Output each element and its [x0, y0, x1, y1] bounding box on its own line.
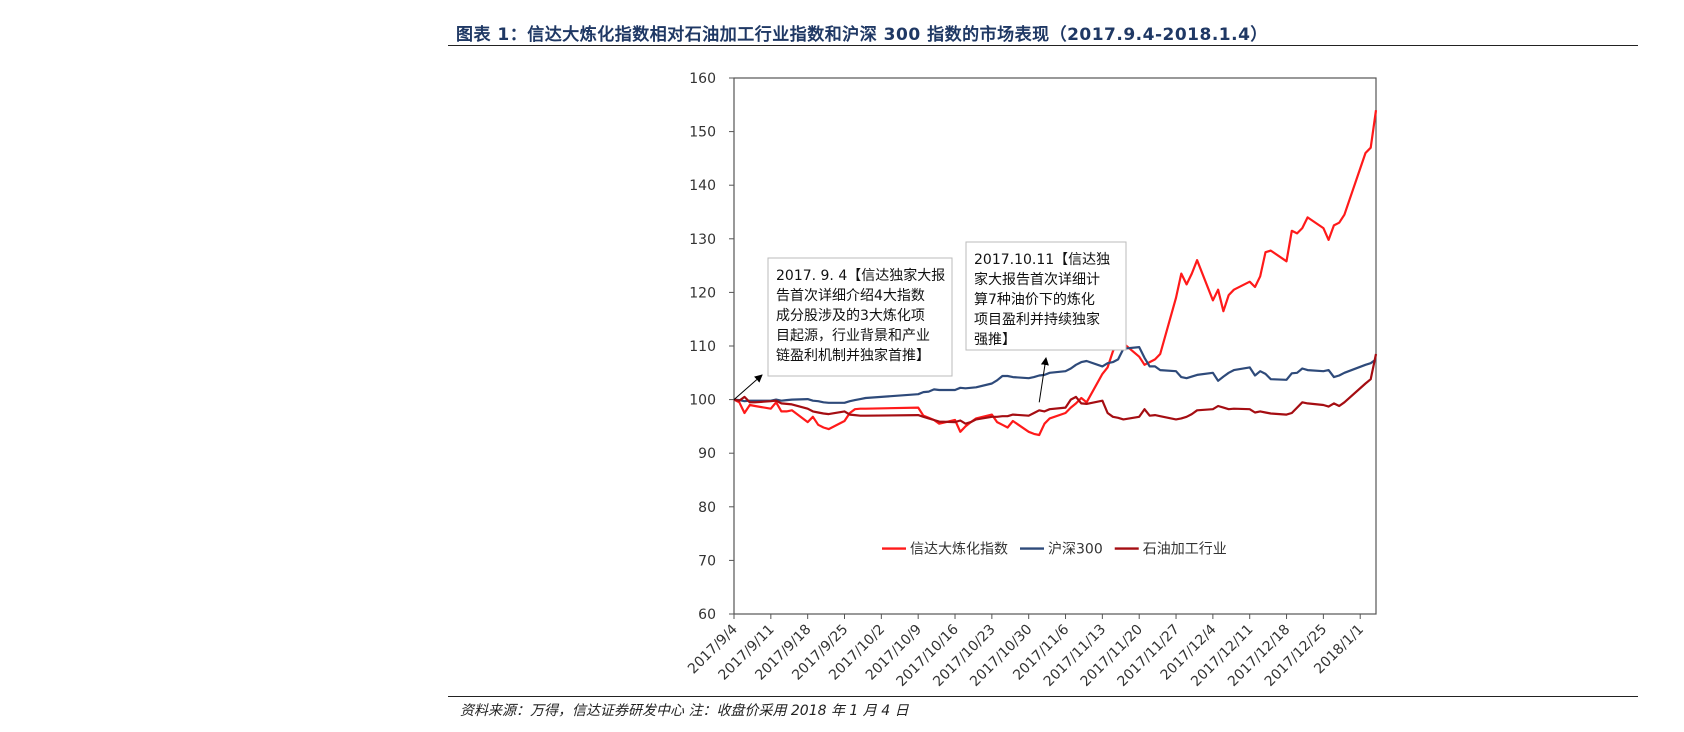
y-tick-label: 140 [689, 178, 716, 194]
annotation-2017-9-4: 2017. 9. 4【信达独家大报告首次详细介绍4大指数成分股涉及的3大炼化项目… [733, 257, 953, 400]
annotation-box [965, 241, 1127, 351]
series-line-2 [733, 346, 1377, 404]
y-tick-label: 80 [698, 500, 716, 516]
legend-label: 信达大炼化指数 [910, 542, 1008, 558]
annotation-arrow [733, 374, 763, 400]
annotation-text-line: 2017. 9. 4【信达独家大报 [776, 267, 945, 284]
y-tick-label: 60 [698, 607, 716, 623]
legend-label: 石油加工行业 [1143, 542, 1227, 558]
series-line-1 [733, 110, 1378, 437]
y-tick-label: 110 [689, 339, 716, 355]
annotation-box [767, 257, 953, 377]
legend-label: 沪深300 [1048, 542, 1103, 558]
annotation-2017-10-11: 2017.10.11【信达独家大报告首次详细计算7种油价下的炼化项目盈利并持续独… [965, 241, 1127, 403]
annotation-text-line: 链盈利机制并独家首推】 [776, 347, 930, 364]
y-tick-label: 120 [689, 285, 716, 301]
annotation-text-line: 告首次详细介绍4大指数 [776, 288, 925, 304]
legend-item-1: 信达大炼化指数 [882, 542, 1008, 558]
annotation-arrow [1038, 357, 1049, 403]
annotation-text-line: 家大报告首次详细计 [974, 271, 1100, 288]
y-tick-label: 130 [689, 232, 716, 248]
annotation-text-line: 强推】 [974, 332, 1016, 348]
legend-item-3: 石油加工行业 [1114, 542, 1227, 558]
footer-divider [448, 696, 1638, 697]
figure-title: 图表 1：信达大炼化指数相对石油加工行业指数和沪深 300 指数的市场表现（20… [456, 25, 1268, 45]
source-note: 资料来源：万得，信达证券研发中心 注：收盘价采用 2018 年 1 月 4 日 [460, 703, 909, 719]
y-tick-label: 70 [698, 553, 716, 569]
annotation-text-line: 成分股涉及的3大炼化项 [776, 308, 925, 324]
legend-item-2: 沪深300 [1020, 542, 1103, 558]
y-tick-label: 90 [698, 446, 716, 462]
y-tick-label: 150 [689, 125, 716, 141]
title-divider [448, 45, 1638, 46]
y-tick-label: 160 [689, 71, 716, 87]
annotation-text-line: 2017.10.11【信达独 [974, 252, 1110, 268]
series-line-3 [733, 353, 1378, 425]
annotation-text-line: 目起源，行业背景和产业 [776, 328, 930, 344]
annotation-text-line: 算7种油价下的炼化 [974, 292, 1095, 308]
y-tick-label: 100 [689, 393, 716, 409]
annotation-text-line: 项目盈利并持续独家 [974, 311, 1100, 328]
